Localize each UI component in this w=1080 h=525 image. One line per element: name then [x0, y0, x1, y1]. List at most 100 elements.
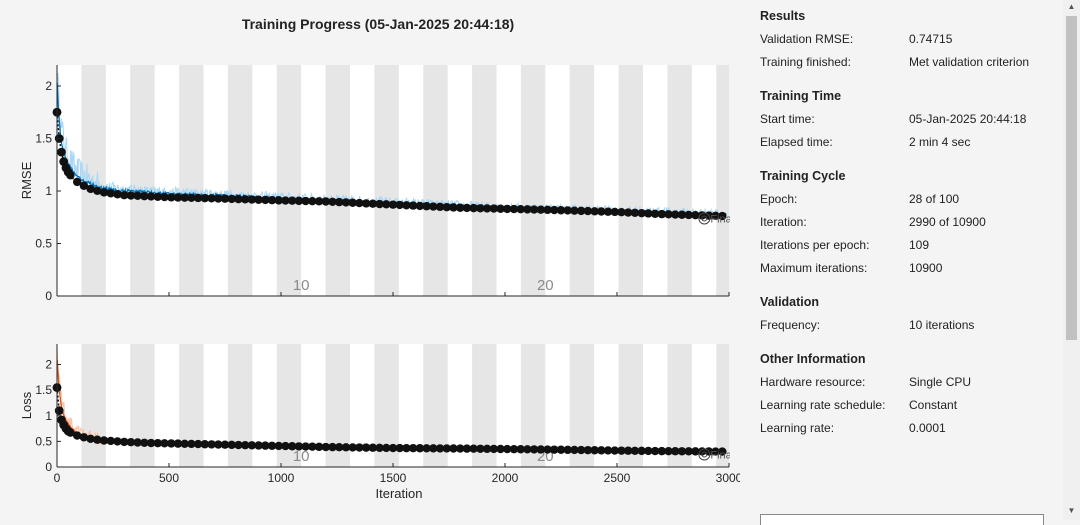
- validation-point: [361, 199, 371, 208]
- final-marker: [698, 212, 711, 225]
- validation-point: [408, 201, 418, 210]
- info-label: Start time:: [760, 112, 815, 126]
- validation-point: [126, 437, 136, 447]
- validation-point: [644, 446, 653, 456]
- epoch-band: [667, 344, 692, 467]
- validation-point: [167, 193, 176, 202]
- final-marker-inner: [701, 215, 708, 222]
- validation-point: [160, 192, 169, 202]
- validation-point: [99, 436, 109, 445]
- info-label: Learning rate:: [760, 421, 835, 435]
- validation-point: [664, 210, 673, 219]
- epoch-band: [569, 65, 595, 296]
- validation-point: [153, 192, 162, 201]
- validation-point: [650, 209, 660, 218]
- validation-point: [341, 198, 351, 207]
- validation-point: [456, 444, 465, 453]
- validation-point: [637, 208, 646, 218]
- info-value: 0.74715: [909, 32, 953, 46]
- validation-point: [570, 206, 579, 215]
- validation-point: [240, 195, 250, 204]
- epoch-band: [179, 65, 204, 296]
- validation-point: [402, 201, 411, 210]
- validation-point: [153, 438, 162, 448]
- info-label: Frequency:: [760, 318, 821, 332]
- validation-point: [274, 196, 283, 205]
- validation-point: [133, 438, 142, 447]
- validation-point: [718, 211, 727, 221]
- validation-point: [180, 439, 189, 448]
- validation-point: [126, 191, 136, 200]
- info-value: 10 iterations: [909, 318, 975, 332]
- epoch-label: 10: [293, 277, 310, 294]
- validation-point: [496, 444, 505, 454]
- y-tick-label: 0.5: [35, 237, 52, 251]
- validation-point: [193, 439, 203, 449]
- validation-point: [382, 200, 391, 209]
- validation-point: [254, 195, 263, 204]
- validation-point: [167, 439, 176, 448]
- info-section-heading: Other Information: [760, 352, 866, 366]
- vertical-scrollbar[interactable]: ▲ ▼: [1063, 0, 1080, 520]
- rmse-chart: 1020Final05001000150020002500300000.511.…: [19, 63, 740, 300]
- validation-point: [469, 203, 478, 213]
- validation-point: [556, 445, 566, 454]
- validation-point: [240, 440, 250, 450]
- right-margin: [730, 342, 740, 469]
- epoch-band: [130, 344, 155, 467]
- info-label: Validation RMSE:: [760, 32, 854, 46]
- x-tick-label: 2000: [492, 471, 519, 485]
- validation-point: [173, 193, 183, 202]
- validation-point: [193, 193, 203, 203]
- validation-point: [550, 205, 559, 215]
- validation-point: [684, 210, 693, 220]
- validation-point: [671, 447, 680, 456]
- scroll-down-icon[interactable]: ▼: [1067, 506, 1076, 515]
- validation-point: [550, 445, 559, 454]
- validation-point: [93, 186, 102, 195]
- validation-point: [288, 442, 297, 451]
- validation-point: [543, 205, 552, 215]
- validation-point: [489, 204, 498, 213]
- y-tick-label: 1: [45, 409, 52, 423]
- validation-point: [99, 188, 109, 197]
- validation-point: [267, 195, 277, 205]
- validation-point: [503, 444, 512, 454]
- validation-point: [328, 442, 337, 452]
- x-tick-label: 3000: [716, 471, 740, 485]
- info-label: Maximum iterations:: [760, 261, 868, 275]
- validation-point: [536, 445, 546, 454]
- validation-point: [321, 442, 330, 452]
- validation-point: [86, 434, 95, 444]
- validation-point: [657, 446, 666, 456]
- epoch-band: [130, 65, 155, 296]
- x-tick-label: 500: [159, 471, 179, 485]
- validation-point: [617, 208, 626, 217]
- validation-point: [677, 210, 687, 219]
- validation-point: [314, 197, 324, 206]
- validation-point: [630, 446, 640, 456]
- x-tick-label: 2500: [604, 471, 631, 485]
- validation-point: [610, 207, 619, 217]
- validation-point: [509, 444, 519, 454]
- validation-point: [449, 203, 458, 212]
- x-tick-label: 1500: [380, 471, 407, 485]
- validation-point: [54, 406, 64, 416]
- y-axis-label: Loss: [19, 391, 34, 419]
- validation-point: [563, 206, 572, 215]
- validation-point: [382, 443, 391, 453]
- validation-point: [187, 439, 196, 449]
- scroll-thumb[interactable]: [1066, 16, 1077, 340]
- validation-point: [113, 437, 122, 446]
- validation-point: [624, 446, 633, 455]
- validation-point: [281, 441, 290, 451]
- scroll-up-icon[interactable]: ▲: [1067, 2, 1076, 11]
- validation-point: [422, 444, 431, 453]
- info-value: 0.0001: [909, 421, 946, 435]
- epoch-band: [423, 65, 448, 296]
- validation-point: [671, 210, 680, 219]
- validation-point: [247, 441, 257, 450]
- validation-point: [361, 443, 371, 452]
- validation-point: [408, 443, 418, 453]
- validation-point: [462, 203, 472, 213]
